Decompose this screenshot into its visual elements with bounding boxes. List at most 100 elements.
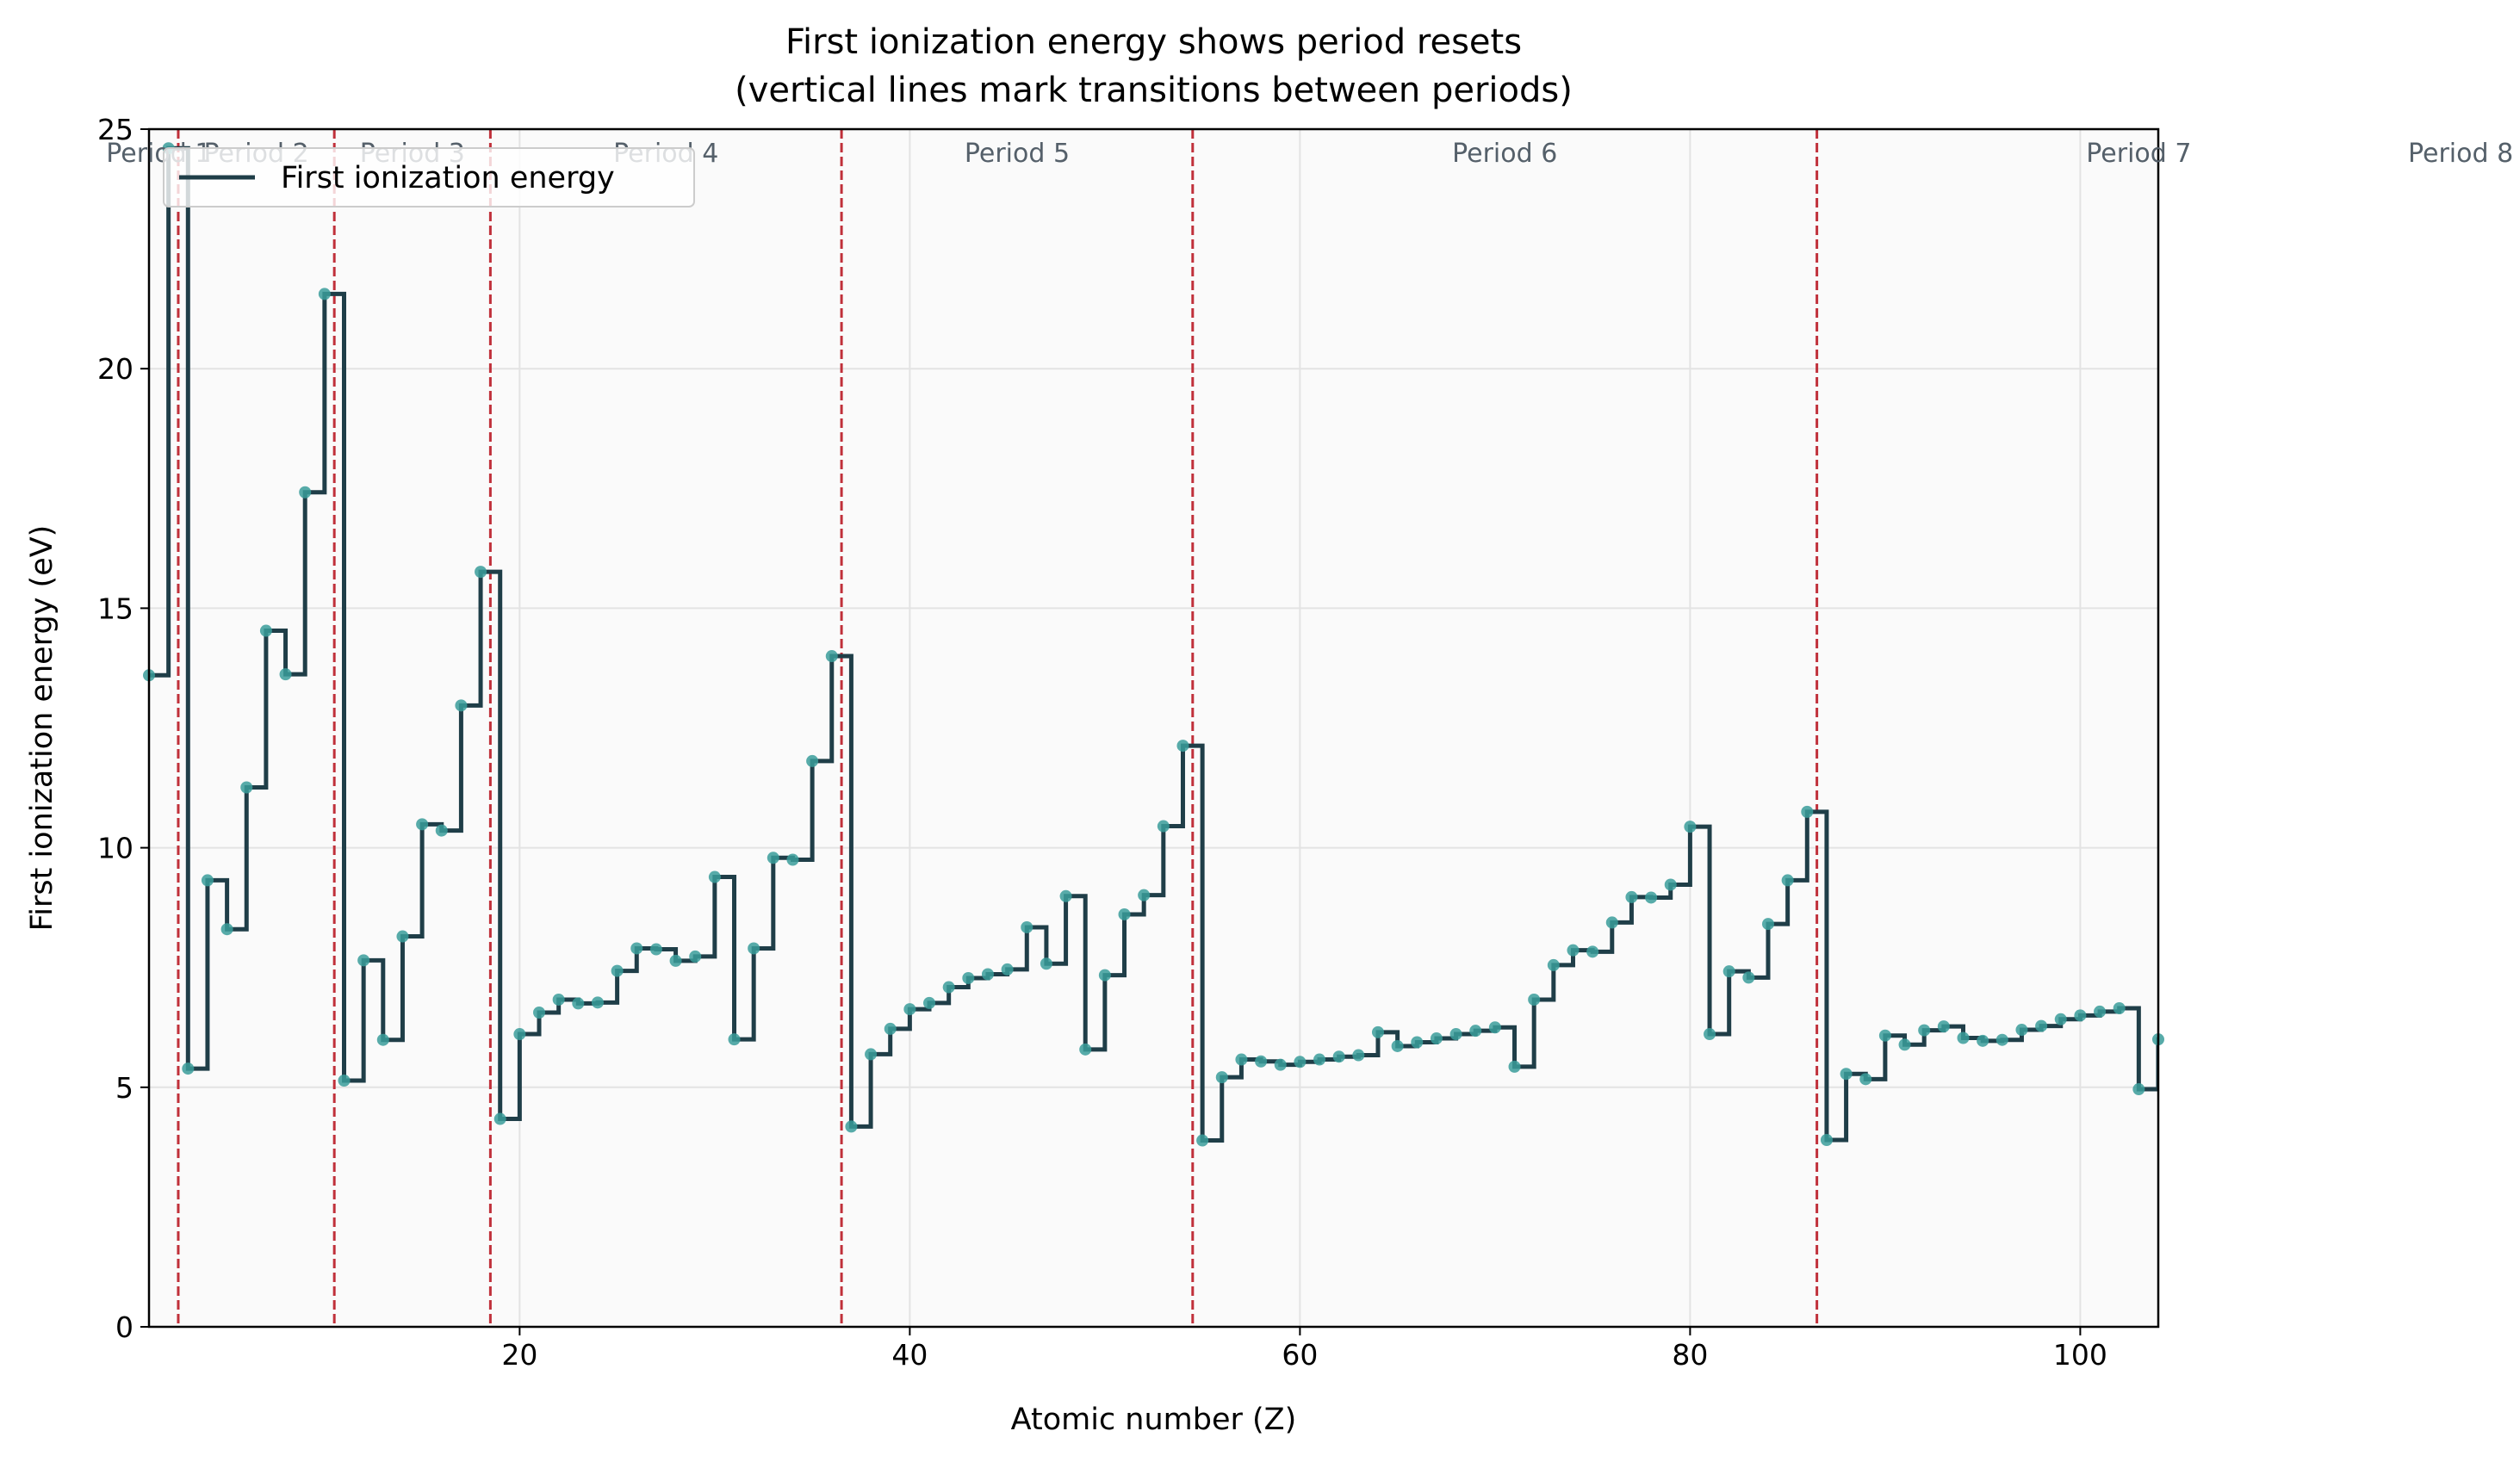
data-point-z90: [1878, 1029, 1891, 1042]
data-point-z10: [318, 288, 331, 300]
data-point-z36: [825, 650, 838, 663]
data-point-z96: [1996, 1033, 2008, 1046]
data-point-z68: [1449, 1028, 1462, 1041]
data-point-z43: [962, 971, 975, 984]
data-point-z52: [1138, 889, 1151, 901]
data-point-z49: [1079, 1043, 1092, 1056]
y-tick-label: 10: [97, 832, 133, 865]
data-point-z30: [708, 870, 721, 883]
data-point-z61: [1313, 1053, 1326, 1066]
data-point-z51: [1118, 908, 1131, 920]
data-point-z31: [728, 1033, 741, 1046]
data-point-z33: [767, 852, 779, 864]
data-point-z85: [1781, 874, 1794, 887]
legend-label: First ionization energy: [281, 161, 615, 195]
data-point-z60: [1294, 1056, 1307, 1069]
data-point-z71: [1508, 1060, 1521, 1073]
data-point-z91: [1898, 1038, 1911, 1051]
x-tick-label: 100: [2053, 1338, 2107, 1372]
y-tick-label: 15: [97, 592, 133, 625]
data-point-z64: [1371, 1025, 1384, 1038]
data-point-z47: [1040, 957, 1052, 970]
data-point-z17: [455, 699, 468, 712]
y-tick-label: 20: [97, 352, 133, 386]
x-tick-label: 60: [1282, 1338, 1318, 1372]
data-point-z69: [1469, 1025, 1482, 1038]
data-point-z9: [299, 486, 312, 499]
data-point-z79: [1664, 878, 1677, 891]
data-point-z89: [1859, 1073, 1872, 1086]
data-point-z28: [669, 954, 682, 967]
x-axis-label: Atomic number (Z): [1011, 1403, 1297, 1437]
data-point-z34: [786, 853, 799, 866]
data-point-z84: [1761, 918, 1774, 931]
data-point-z42: [942, 981, 955, 994]
data-point-z29: [689, 950, 702, 963]
data-point-z53: [1157, 820, 1170, 833]
data-point-z83: [1742, 971, 1755, 984]
data-point-z11: [338, 1075, 351, 1087]
data-point-z55: [1196, 1134, 1209, 1147]
data-point-z76: [1605, 916, 1618, 929]
data-point-z62: [1332, 1050, 1345, 1063]
data-point-z93: [1937, 1020, 1950, 1033]
data-point-z101: [2094, 1005, 2107, 1018]
chart-title: First ionization energy shows period res…: [785, 22, 1522, 62]
y-tick-label: 0: [115, 1310, 133, 1344]
data-point-z75: [1586, 945, 1599, 958]
x-tick-label: 40: [891, 1338, 928, 1372]
data-point-z67: [1430, 1032, 1443, 1045]
data-point-z97: [2015, 1024, 2028, 1037]
data-point-z82: [1722, 965, 1735, 978]
data-point-z12: [357, 954, 370, 967]
data-point-z63: [1352, 1049, 1365, 1062]
y-tick-label: 5: [115, 1071, 133, 1105]
data-point-z74: [1567, 944, 1580, 957]
data-point-z35: [806, 754, 819, 767]
data-point-z14: [396, 930, 409, 943]
x-tick-label: 20: [501, 1338, 537, 1372]
data-point-z23: [572, 997, 585, 1010]
data-point-z98: [2035, 1019, 2048, 1032]
data-point-z50: [1098, 969, 1111, 982]
data-point-z81: [1704, 1028, 1716, 1041]
period-label: Period 7: [2086, 139, 2191, 169]
data-point-z86: [1801, 805, 1814, 818]
data-point-z87: [1820, 1134, 1833, 1147]
plot-frame: [147, 127, 2160, 1329]
data-point-z88: [1840, 1068, 1853, 1081]
data-point-z92: [1918, 1024, 1931, 1037]
data-point-z39: [884, 1022, 897, 1035]
data-point-z8: [279, 668, 292, 681]
period-label: Period 6: [1452, 139, 1557, 169]
y-tick-label: 25: [97, 113, 133, 146]
data-point-z32: [748, 942, 760, 955]
data-point-z4: [201, 874, 214, 887]
data-point-z57: [1235, 1053, 1248, 1066]
data-point-z77: [1625, 890, 1638, 903]
data-point-z5: [220, 923, 233, 936]
period-label: Period 8: [2408, 139, 2513, 169]
data-point-z46: [1021, 920, 1033, 933]
data-point-z48: [1059, 889, 1072, 902]
data-point-z38: [865, 1048, 878, 1061]
y-axis-label: First ionization energy (eV): [25, 525, 59, 932]
data-point-z44: [981, 968, 994, 981]
data-point-z66: [1411, 1036, 1424, 1049]
data-point-z21: [533, 1007, 546, 1019]
data-point-z7: [259, 624, 272, 637]
data-point-z59: [1274, 1058, 1287, 1071]
data-point-z6: [240, 781, 253, 794]
chart-subtitle: (vertical lines mark transitions between…: [735, 71, 1573, 110]
data-point-z78: [1645, 891, 1658, 904]
data-point-z15: [416, 818, 429, 831]
data-point-z100: [2074, 1009, 2087, 1022]
data-point-z20: [513, 1028, 526, 1041]
data-point-z37: [845, 1120, 858, 1133]
data-point-z26: [630, 942, 643, 955]
data-point-z58: [1255, 1055, 1268, 1068]
data-point-z27: [649, 943, 662, 956]
series-step-line: [149, 146, 2158, 1143]
